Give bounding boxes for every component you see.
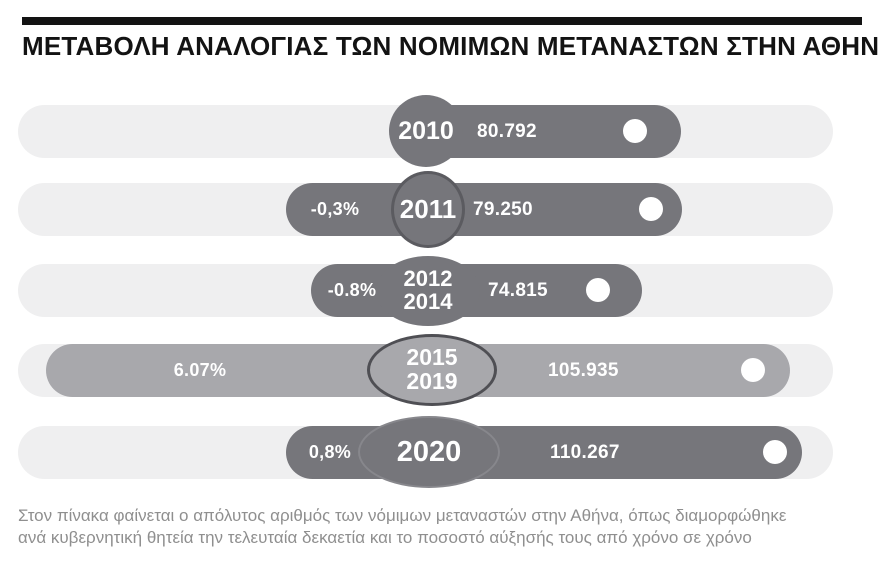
end-dot-icon [586, 278, 610, 302]
year-label: 2011 [399, 193, 457, 224]
end-dot-icon [639, 197, 663, 221]
year-label: 2020 [396, 435, 462, 468]
value-label: 79.250 [473, 199, 533, 220]
chart-caption: Στον πίνακα φαίνεται ο απόλυτος αριθμός … [18, 505, 863, 549]
year-label: 2015 [406, 344, 458, 371]
change-label: 0,8% [308, 442, 352, 462]
year-badge-2015-2019: 2015 2019 [367, 334, 497, 406]
value-label: 80.792 [477, 121, 537, 142]
year-badge-2012-2014: 2012 2014 [376, 256, 480, 326]
value-label: 74.815 [488, 280, 548, 301]
end-dot-icon [763, 440, 787, 464]
chart-title: ΜΕΤΑΒΟΛΗ ΑΝΑΛΟΓΙΑΣ ΤΩΝ ΝΟΜΙΜΩΝ ΜΕΤΑΝΑΣΤΩ… [22, 31, 880, 61]
bar-2011 [286, 183, 682, 236]
year-label-2: 2014 [403, 289, 453, 314]
year-badge-2020: 2020 [358, 416, 500, 488]
change-label: 6.07% [173, 360, 227, 380]
change-label: -0,3% [310, 199, 360, 219]
year-label: 2012 [403, 266, 453, 292]
caption-line-2: ανά κυβερνητική θητεία την τελευταία δεκ… [18, 528, 752, 547]
title-rule [22, 17, 862, 25]
change-label: -0.8% [327, 280, 377, 300]
year-badge-2010: 2010 [389, 95, 463, 167]
year-badge-2011: 2011 [391, 171, 465, 248]
year-label: 2010 [398, 117, 454, 145]
year-label-2: 2019 [406, 368, 458, 394]
value-label: 105.935 [548, 360, 619, 381]
value-label: 110.267 [550, 442, 620, 463]
end-dot-icon [623, 119, 647, 143]
caption-line-1: Στον πίνακα φαίνεται ο απόλυτος αριθμός … [18, 506, 787, 525]
end-dot-icon [741, 358, 765, 382]
